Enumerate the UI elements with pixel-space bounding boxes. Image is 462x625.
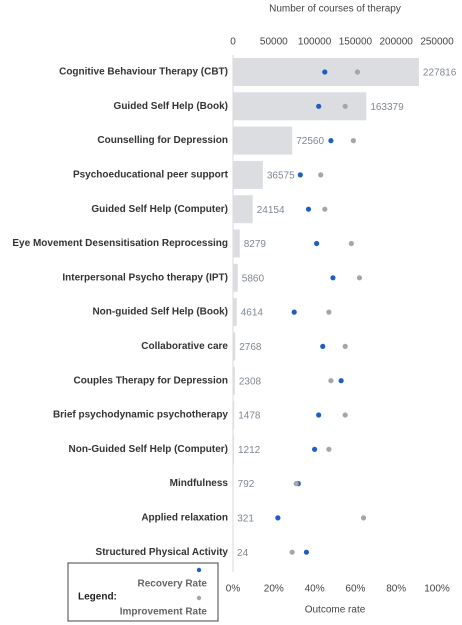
x2-tick-label: 20% [264, 584, 284, 595]
rate-dot [293, 481, 299, 487]
category-label: Guided Self Help (Book) [114, 101, 228, 112]
rate-dot [297, 172, 303, 178]
value-label: 163379 [370, 102, 404, 113]
rate-dot [320, 343, 326, 349]
rate-dot [342, 343, 348, 349]
value-label: 2308 [239, 376, 262, 387]
x2-tick-label: 80% [386, 584, 406, 595]
value-label: 4614 [241, 308, 264, 319]
rate-dot [322, 206, 328, 212]
category-label: Structured Physical Activity [96, 547, 229, 558]
category-label: Eye Movement Desensitisation Reprocessin… [12, 238, 228, 249]
rate-dot [342, 103, 348, 109]
category-label: Guided Self Help (Computer) [91, 204, 228, 215]
x-tick-label: 150000 [339, 37, 373, 48]
rate-dot [326, 446, 332, 452]
rate-dot [360, 515, 367, 521]
value-label: 8279 [244, 239, 267, 250]
legend-marker [196, 595, 202, 601]
x2-tick-label: 100% [424, 584, 450, 595]
bar [233, 435, 234, 464]
bar [233, 366, 235, 395]
bar [233, 469, 234, 498]
x-axis-title: Number of courses of therapy [269, 4, 401, 15]
value-label: 2768 [239, 342, 262, 353]
rate-dot [275, 515, 281, 521]
value-label: 1478 [238, 411, 261, 422]
x2-tick-label: 0% [226, 584, 241, 595]
rate-dot [354, 69, 361, 75]
legend-label: Improvement Rate [120, 607, 208, 618]
value-label: 227816 [423, 68, 457, 79]
rate-dot [326, 309, 332, 315]
x2-tick-label: 60% [345, 584, 365, 595]
value-label: 792 [238, 479, 255, 490]
rate-dot [330, 275, 336, 281]
category-label: Couples Therapy for Depression [74, 375, 228, 386]
category-label: Counselling for Depression [97, 135, 228, 146]
rate-dot [316, 103, 322, 109]
rate-dot [356, 275, 363, 281]
bar [233, 126, 293, 155]
x-tick-label: 250000 [420, 37, 454, 48]
x-tick-label: 200000 [380, 37, 414, 48]
value-label: 36575 [267, 171, 295, 182]
legend-marker [196, 567, 202, 573]
x2-tick-label: 40% [305, 584, 325, 595]
rate-dot [350, 138, 356, 144]
rate-dot [312, 446, 318, 452]
rate-dot [328, 138, 334, 144]
x-tick-label: 0 [230, 37, 236, 48]
rate-dot [322, 69, 328, 75]
category-label: Mindfulness [170, 478, 229, 489]
bar [233, 195, 253, 224]
value-label: 321 [237, 514, 254, 525]
bar [233, 401, 235, 429]
rate-dot [303, 549, 310, 555]
value-label: 1212 [238, 445, 261, 456]
rate-dot [316, 412, 322, 418]
category-label: Non-Guided Self Help (Computer) [69, 444, 228, 455]
rate-dot [342, 412, 348, 418]
legend-title: Legend: [78, 592, 117, 603]
legend-label: Recovery Rate [138, 579, 208, 590]
value-label: 24154 [257, 205, 285, 216]
rate-dot [314, 240, 320, 247]
legend-box [67, 562, 219, 622]
x-tick-label: 50000 [260, 37, 288, 48]
bar [233, 263, 238, 292]
bar [233, 160, 263, 189]
rate-dot [305, 206, 312, 212]
category-label: Applied relaxation [141, 513, 228, 524]
bar [233, 332, 236, 361]
bar [233, 229, 240, 258]
category-label: Interpersonal Psycho therapy (IPT) [62, 272, 228, 283]
rate-dot [348, 240, 354, 247]
rate-dot [328, 378, 334, 384]
rate-dot [289, 549, 295, 555]
category-label: Brief psychodynamic psychotherapy [53, 410, 228, 421]
value-label: 72560 [296, 136, 324, 147]
x2-axis-title: Outcome rate [305, 605, 366, 616]
category-label: Psychoeducational peer support [73, 170, 229, 181]
category-label: Non-guided Self Help (Book) [92, 307, 228, 318]
rate-dot [291, 309, 297, 315]
rate-dot [318, 172, 324, 178]
value-label: 5860 [242, 273, 265, 284]
bar [233, 298, 237, 327]
category-label: Cognitive Behaviour Therapy (CBT) [59, 67, 228, 78]
category-label: Collaborative care [141, 341, 228, 352]
x-tick-label: 100000 [298, 37, 332, 48]
rate-dot [338, 378, 344, 384]
value-label: 24 [237, 548, 249, 559]
